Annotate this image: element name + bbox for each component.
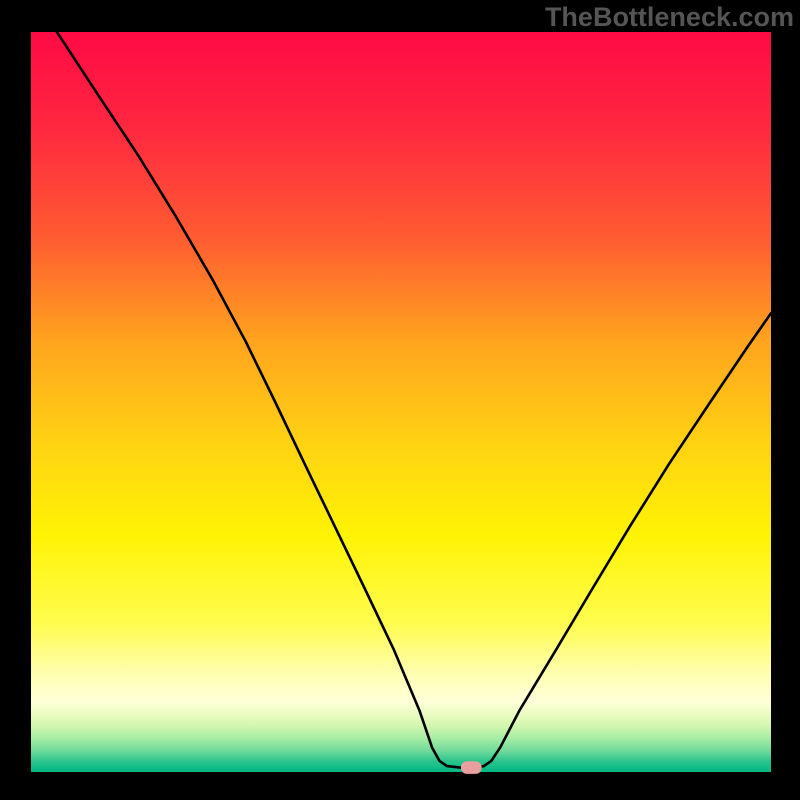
chart-svg-layer — [0, 0, 800, 800]
bottleneck-curve — [57, 32, 771, 768]
watermark-text: TheBottleneck.com — [545, 2, 794, 33]
bottleneck-marker — [461, 761, 482, 774]
